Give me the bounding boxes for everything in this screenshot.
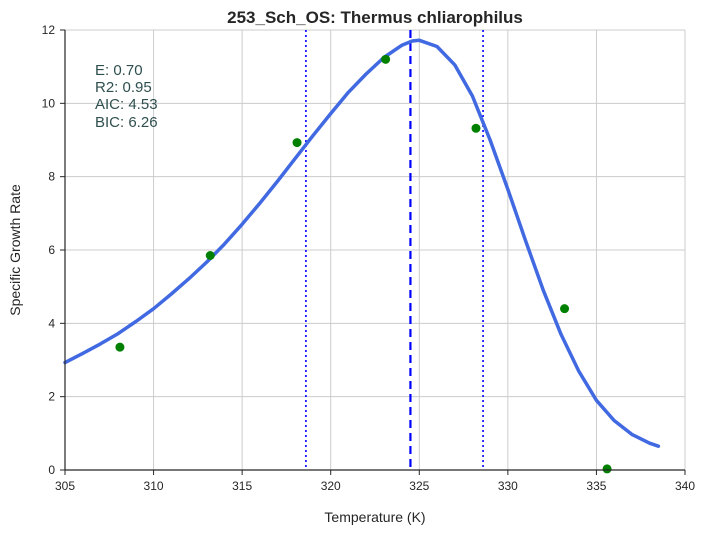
x-tick-label-3: 320 [321, 479, 341, 493]
data-point-4 [471, 123, 481, 133]
x-tick-label-6: 335 [586, 479, 606, 493]
x-tick-label-5: 330 [498, 479, 518, 493]
x-axis-label: Temperature (K) [324, 509, 425, 525]
data-point-6 [602, 464, 612, 474]
x-tick-label-4: 325 [409, 479, 429, 493]
data-point-3 [381, 54, 391, 64]
fit-curve-layer [63, 38, 661, 448]
stat-e: E: 0.70 [95, 62, 143, 79]
stats-box: E: 0.70 R2: 0.95 AIC: 4.53 BIC: 6.26 [95, 62, 158, 131]
y-tick-label-5: 10 [42, 96, 56, 110]
data-point-5 [560, 304, 570, 314]
y-tick-label-4: 8 [48, 170, 55, 184]
stat-r2: R2: 0.95 [95, 79, 152, 96]
data-point-2 [292, 138, 302, 148]
y-tick-label-2: 4 [48, 316, 55, 330]
y-tick-label-1: 2 [48, 390, 55, 404]
y-tick-label-0: 0 [48, 463, 55, 477]
data-point-1 [205, 251, 215, 260]
stat-aic: AIC: 4.53 [95, 96, 158, 113]
grid [65, 29, 686, 470]
x-tick-label-2: 315 [232, 479, 252, 493]
fit-curve [63, 38, 661, 448]
y-tick-labels: 0 2 4 6 8 10 12 [42, 23, 56, 477]
x-tick-label-1: 310 [144, 479, 164, 493]
y-axis-label: Specific Growth Rate [7, 184, 23, 316]
x-tick-label-0: 305 [55, 479, 75, 493]
y-tick-label-6: 12 [42, 23, 56, 37]
x-tick-labels: 305 310 315 320 325 330 335 340 [55, 479, 695, 493]
data-point-0 [115, 342, 125, 352]
y-tick-label-3: 6 [48, 243, 55, 257]
chart-title: 253_Sch_OS: Thermus chliarophilus [227, 8, 523, 27]
x-tick-label-7: 340 [675, 479, 695, 493]
axes [60, 29, 686, 475]
observed-points-layer [115, 54, 612, 474]
reference-lines [305, 30, 484, 470]
stat-bic: BIC: 6.26 [95, 114, 158, 131]
